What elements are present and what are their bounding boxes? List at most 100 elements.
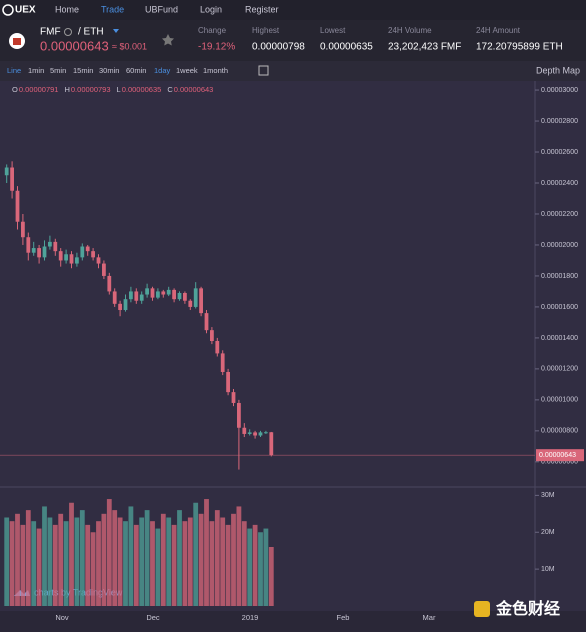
toolbar <box>0 61 586 81</box>
y-tick-label: 0.00000600 <box>541 459 578 466</box>
volume-bar <box>101 513 107 606</box>
volume-tick-label: 10M <box>541 566 555 573</box>
volume-bar <box>123 521 128 606</box>
candle-body <box>129 291 133 300</box>
volume-bar <box>63 521 69 606</box>
candle-body <box>112 291 117 304</box>
volume-bar <box>31 521 37 606</box>
volume-bar <box>128 506 134 606</box>
candle-body <box>80 246 85 258</box>
candle-body <box>26 237 31 253</box>
favorite[interactable] <box>162 34 174 46</box>
y-tick-label: 0.00001600 <box>541 304 578 311</box>
candle-body <box>85 246 90 252</box>
nav-link[interactable]: UBFund <box>145 4 178 14</box>
candle-body <box>15 190 20 222</box>
candle-body <box>264 432 268 434</box>
price: 0.00000643 <box>40 38 109 53</box>
stat-value: 0.00000798 <box>252 42 305 53</box>
x-tick-label: Feb <box>337 613 350 622</box>
logo[interactable]: UEX <box>15 5 36 16</box>
volume-bar <box>117 517 123 606</box>
volume-bar <box>247 528 253 606</box>
nav-link[interactable]: Home <box>55 4 79 14</box>
volume-bar <box>52 524 58 606</box>
stat-value: -19.12% <box>198 42 235 53</box>
quote[interactable]: / ETH <box>78 27 104 38</box>
volume-bar <box>36 528 42 606</box>
legend-key: O <box>12 85 18 94</box>
candle-body <box>237 402 241 428</box>
volume-bar <box>20 524 26 606</box>
candle-body <box>139 294 144 301</box>
fullscreen-icon[interactable] <box>258 65 269 76</box>
candle-body <box>118 303 122 311</box>
volume-bar <box>231 513 236 606</box>
candle-body <box>48 241 52 247</box>
candle-body <box>91 251 95 258</box>
volume-bar <box>214 510 220 606</box>
interval-button[interactable]: Line <box>7 66 21 75</box>
fiat-price: ≈ $0.001 <box>112 41 147 51</box>
volume-bar <box>85 524 91 606</box>
interval-button[interactable]: 60min <box>126 66 146 75</box>
volume-bar <box>187 517 193 606</box>
candle-body <box>258 432 263 436</box>
pair[interactable]: FMF <box>40 27 61 38</box>
volume-bar <box>209 521 215 606</box>
y-tick-label: 0.00002800 <box>541 118 578 125</box>
candle-body <box>193 288 198 307</box>
volume-bar <box>225 524 231 606</box>
y-tick-label: 0.00002600 <box>541 149 578 156</box>
candle-body <box>123 299 128 311</box>
volume-bar <box>258 532 263 606</box>
candle-body <box>177 292 182 300</box>
legend-key: C <box>167 85 173 94</box>
footer-brand: 金色财经 <box>495 599 560 618</box>
candle-body <box>69 254 74 264</box>
nav-link[interactable]: Trade <box>101 4 124 14</box>
interval-button[interactable]: 5min <box>50 66 66 75</box>
candle-body <box>4 167 9 176</box>
candle-body <box>215 341 220 354</box>
volume-tick-label: 20M <box>541 529 555 536</box>
volume-bar <box>204 499 209 606</box>
interval-button[interactable]: 1min <box>28 66 44 75</box>
candle-body <box>102 263 106 276</box>
ohlc-legend: O0.00000791 H0.00000793 L0.00000635 C0.0000… <box>12 85 213 94</box>
candle-body <box>231 392 236 403</box>
dropdown[interactable] <box>113 29 119 33</box>
interval-button[interactable]: 1week <box>176 66 198 75</box>
last-price-box <box>536 449 584 462</box>
candle-body <box>42 246 47 258</box>
volume-bar <box>268 547 274 606</box>
volume-bar <box>171 524 177 606</box>
depth-map-button[interactable]: Depth Map <box>536 65 580 75</box>
candle-body <box>166 289 171 295</box>
interval-button[interactable]: 1day <box>154 66 171 75</box>
interval-button[interactable]: 1month <box>203 66 228 75</box>
candle-body <box>53 241 58 252</box>
candle-body <box>134 291 139 301</box>
volume-bar <box>144 510 150 606</box>
stat-label: Lowest <box>320 26 346 35</box>
volume-bar <box>241 521 247 606</box>
stat-label: Change <box>198 26 227 35</box>
volume-bar <box>177 510 182 606</box>
interval-button[interactable]: 15min <box>73 66 93 75</box>
volume-bar <box>9 521 15 606</box>
candle-body <box>226 371 230 393</box>
info-icon[interactable] <box>64 28 72 36</box>
coin-glyph <box>13 38 21 45</box>
x-tick-label: Dec <box>146 613 160 622</box>
y-tick-label: 0.00001800 <box>541 273 578 280</box>
candle-body <box>145 288 149 295</box>
interval-button[interactable]: 30min <box>99 66 119 75</box>
candle-body <box>204 313 209 331</box>
candle-body <box>58 251 63 261</box>
nav-link[interactable]: Login <box>200 4 222 14</box>
legend-value: 0.00000791 <box>19 85 59 94</box>
nav-link[interactable]: Register <box>245 4 279 14</box>
x-tick-label: Nov <box>55 613 69 622</box>
